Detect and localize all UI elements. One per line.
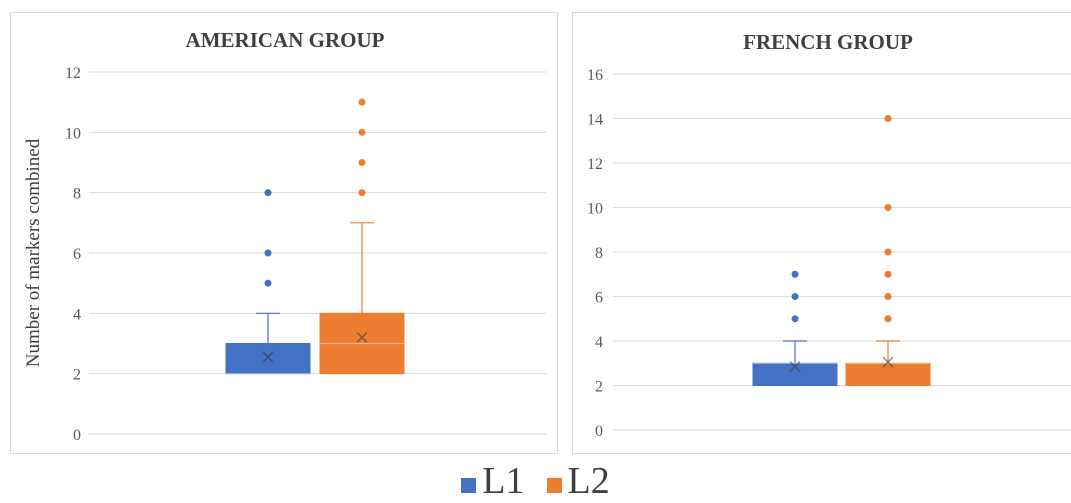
legend-swatch-l2: [546, 477, 562, 493]
french-l2-outlier-point: [884, 115, 892, 122]
legend-label-l1: L1: [482, 460, 525, 502]
american-y-tick-label: 2: [73, 367, 81, 384]
american-l2-outlier-point: [358, 189, 366, 197]
french-y-tick-label: 16: [587, 67, 603, 84]
american-y-tick-label: 12: [65, 65, 81, 82]
american-y-tick-label: 0: [73, 427, 81, 444]
french-y-tick-label: 6: [595, 290, 603, 307]
american-y-tick-label: 6: [73, 246, 81, 263]
french-y-tick-label: 10: [587, 201, 603, 218]
american-l1-outlier-point: [264, 279, 272, 287]
american-y-tick-label: 4: [73, 306, 81, 323]
french-chart-title: FRENCH GROUP: [743, 30, 913, 54]
french-l1-box: [752, 362, 838, 386]
american-l1-mean-marker: [262, 351, 274, 363]
chart-legend: L1 L2: [0, 459, 1071, 503]
american-chart-title: AMERICAN GROUP: [186, 28, 385, 52]
american-y-axis-label: Number of markers combined: [23, 138, 44, 367]
french-y-tick-label: 2: [595, 379, 603, 396]
french-l2-outlier-point: [884, 248, 892, 256]
legend-item-l1: L1: [461, 459, 525, 503]
american-y-tick-label: 10: [65, 125, 81, 142]
legend-label-l2: L2: [567, 460, 610, 502]
french-l1-outlier-point: [791, 315, 799, 323]
french-l2-mean-marker: [882, 356, 894, 368]
french-y-tick-label: 12: [587, 156, 603, 173]
french-l2-outlier-point: [884, 270, 892, 278]
american-group-chart: AMERICAN GROUP Number of markers combined…: [23, 28, 546, 444]
french-l2-outlier-point: [884, 204, 892, 211]
french-group-panel: FRENCH GROUP 0 2 4 6 8 10 12 14 16: [572, 12, 1071, 454]
american-l1-outlier-point: [264, 189, 272, 197]
french-y-tick-label: 8: [595, 245, 603, 262]
american-l2-outlier-point: [358, 159, 366, 166]
french-l2-outlier-point: [884, 315, 892, 323]
french-y-tick-label: 0: [595, 423, 603, 440]
american-l2-mean-marker: [356, 331, 368, 344]
legend-item-l2: L2: [546, 459, 610, 503]
french-y-tick-label: 14: [587, 112, 603, 129]
french-y-tick-label: 4: [595, 334, 603, 351]
french-l1-mean-marker: [789, 361, 801, 373]
french-group-chart: FRENCH GROUP 0 2 4 6 8 10 12 14 16: [587, 30, 1071, 440]
american-l2-box: [319, 312, 405, 375]
american-l1-box: [225, 343, 311, 375]
french-l1-outlier-point: [791, 270, 799, 278]
legend-swatch-l1: [461, 477, 477, 493]
french-l2-outlier-point: [884, 293, 892, 300]
american-l2-outlier-point: [358, 98, 366, 106]
french-l2-box: [845, 362, 931, 386]
french-l1-outlier-point: [791, 293, 799, 300]
american-l1-outlier-point: [264, 249, 272, 257]
american-group-panel: AMERICAN GROUP Number of markers combined…: [10, 12, 558, 454]
american-y-tick-label: 8: [73, 186, 81, 203]
american-l2-outlier-point: [358, 128, 366, 136]
